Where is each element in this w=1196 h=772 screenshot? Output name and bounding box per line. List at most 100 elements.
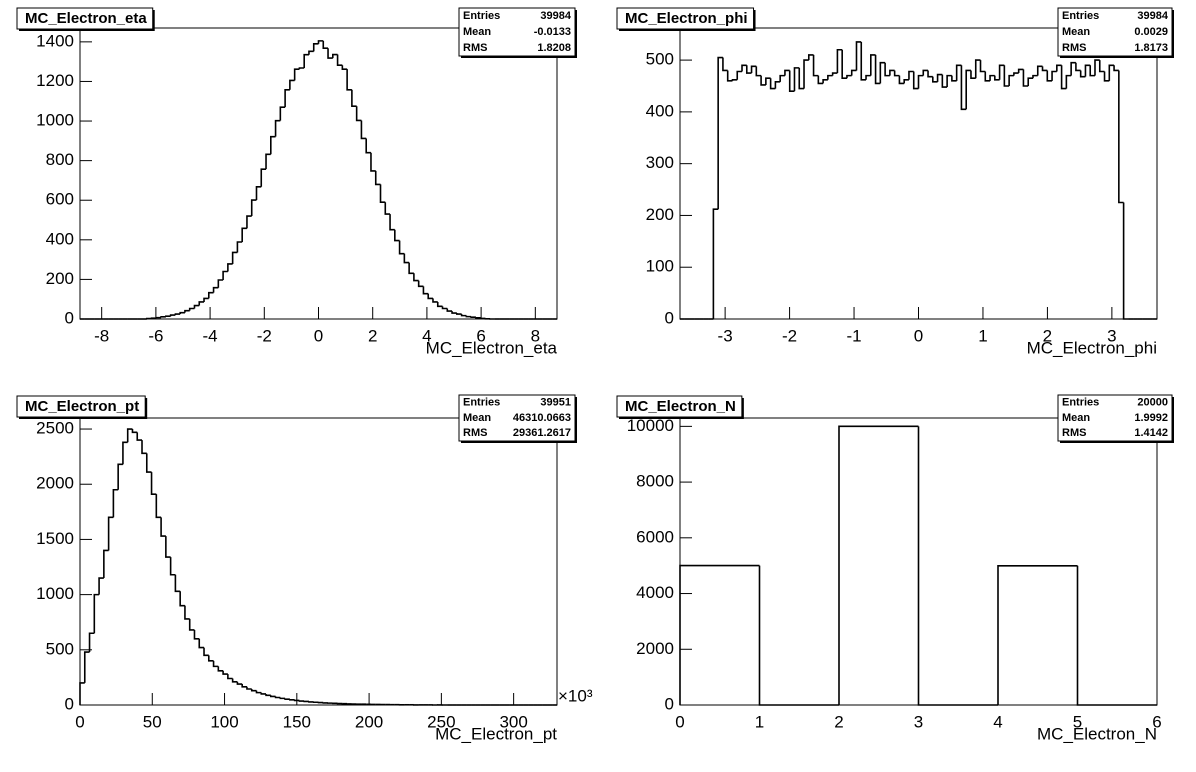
histogram-bin [265,693,271,697]
histogram-bin [951,75,957,82]
x-tick-label: 4 [422,326,431,345]
histogram-bin [413,273,419,282]
x-axis-title: MC_Electron_pt [435,724,557,743]
histogram-bin [274,119,281,137]
histogram-bin [755,66,762,77]
histogram-bin [441,306,448,310]
histogram-bin [274,696,281,699]
histogram-bin [908,70,914,80]
histogram-bin [193,304,200,309]
histogram-bin [427,293,433,300]
stats-value: 1.8208 [537,42,571,54]
x-tick-label: 50 [143,712,162,731]
stats-value: 1.8173 [1134,42,1168,54]
histogram-bin [870,54,876,76]
x-tick-label: 2 [1043,326,1052,345]
histogram-bin [936,73,943,82]
histogram-bin [370,152,376,172]
plot-frame [79,417,558,706]
histogram-bin [898,75,905,85]
histogram-bin [227,263,233,272]
histogram-bin [803,59,809,89]
x-tick-label: -1 [846,326,861,345]
histogram-bin [955,64,962,81]
y-tick-label: 0 [665,308,674,327]
histogram-bin [817,75,824,85]
histogram-bin [1094,59,1100,76]
histogram-bin [1075,62,1081,72]
stats-label: Entries [1062,10,1099,22]
x-tick-label: 2 [834,712,843,731]
histogram-bin [332,53,338,59]
histogram-bin [960,65,967,111]
histogram-bin [174,574,181,593]
histogram-bin [750,65,757,74]
histogram-bin [103,549,109,579]
histogram-bin [1098,60,1105,73]
histogram-bin [922,69,929,76]
histogram-bin [255,185,262,201]
histogram-bin [155,494,162,519]
histogram-bin [169,557,176,576]
histogram-bin [807,54,814,61]
y-tick-label: 500 [646,50,674,69]
histogram-bin [193,629,200,640]
histogram-bin [112,488,119,518]
histogram-bin [874,54,881,85]
histogram-bin [446,308,453,312]
title-box [616,7,755,30]
stats-box [458,7,576,57]
histogram-bin [98,577,104,595]
histogram-bin [927,70,933,78]
histogram-bin [131,429,138,434]
histogram-bin [336,54,343,67]
histogram-bin [769,78,776,90]
stats-label: RMS [1062,427,1086,439]
histogram-bin [122,441,128,465]
histogram-bin [241,227,247,242]
histogram-bin [917,426,998,706]
histogram-bin [979,60,986,73]
histogram-bin [451,311,457,314]
histogram-bin [279,106,286,121]
plot-frame [79,27,558,320]
stats-value: -0.0133 [534,26,571,38]
histogram-bin [1051,70,1057,81]
histogram-bin [250,688,257,692]
histogram-bin [231,678,238,683]
histogram-bin [865,74,871,80]
histogram-bin [93,593,100,634]
histogram-bin [827,74,833,80]
x-tick-label: 0 [314,326,323,345]
stats-value: 1.4142 [1134,427,1168,439]
histogram-bin [384,202,391,215]
stats-value: 39951 [540,397,571,409]
histogram-bin [1041,66,1048,72]
y-tick-label: 500 [46,639,74,658]
histogram-bin [198,638,205,649]
histogram-bin [758,565,839,706]
histogram-bin [989,74,995,81]
histogram-bin [722,57,728,72]
histogram-bin [1056,64,1062,72]
x-tick-label: -4 [203,326,218,345]
x-tick-label: -6 [148,326,163,345]
x-tick-label: 250 [427,712,455,731]
histogram-bin [1122,202,1129,320]
histogram-bin [260,692,267,695]
histogram-bin [731,78,738,81]
x-tick-label: 0 [914,326,923,345]
histogram-bin [298,700,305,702]
histogram-bin [293,699,300,702]
histogram-bin [165,536,171,558]
histogram-bin [188,618,195,631]
histogram-bin [317,40,324,44]
histogram-bin [903,78,909,84]
stats-value: 39984 [1137,10,1168,22]
y-tick-label: 2000 [36,474,74,493]
histogram-bin [741,64,747,72]
x-tick-label: 300 [499,712,527,731]
stats-value: 39984 [540,10,571,22]
x-axis-multiplier: ×10³ [558,686,593,705]
histogram-bin [917,74,924,89]
